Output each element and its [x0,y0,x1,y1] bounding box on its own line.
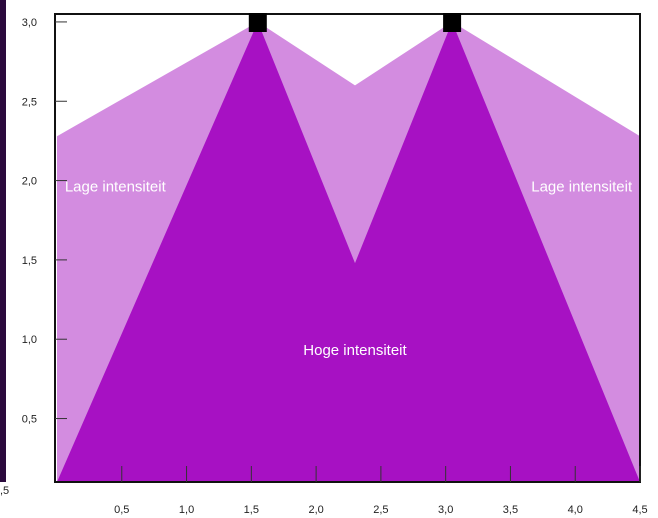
region-label: Lage intensiteit [65,179,167,196]
light-source-2 [443,13,462,32]
region-label: Hoge intensiteit [303,342,407,359]
x-tick-label: 2,5 [373,504,388,516]
x-tick-label: 0,5 [114,504,129,516]
y-tick-label: 2,0 [22,176,37,188]
x-axis: 0,5 1,0 1,5 2,0 2,5 3,0 3,5 4,0 4,5 ,5 [0,466,648,516]
x-tick-label: 1,0 [179,504,194,516]
light-sources-layer [248,13,462,32]
x-tick-label: 4,5 [632,504,647,516]
y-tick-label: 1,0 [22,334,37,346]
region-label: Lage intensiteit [531,179,633,196]
y-tick-label: 0,5 [22,414,37,426]
plot-frame [54,13,641,483]
y-tick-label: 3,0 [22,17,37,29]
left-edge-bar [0,0,6,482]
x-tick-label: 4,0 [568,504,583,516]
region-high-intensity [57,21,640,483]
x-tick-label-cut: ,5 [0,485,9,497]
x-tick-label: 1,5 [244,504,259,516]
light-source-1 [248,13,267,32]
y-tick-label: 2,5 [22,96,37,108]
x-tick-label: 3,0 [438,504,453,516]
y-axis: 0,5 1,0 1,5 2,0 2,5 3,0 [22,17,67,426]
x-tick-label: 3,5 [503,504,518,516]
annotations-layer: Lage intensiteit Lage intensiteit Hoge int… [65,179,633,359]
regions-layer [57,21,640,483]
x-tick-label: 2,0 [308,504,323,516]
y-tick-label: 1,5 [22,255,37,267]
